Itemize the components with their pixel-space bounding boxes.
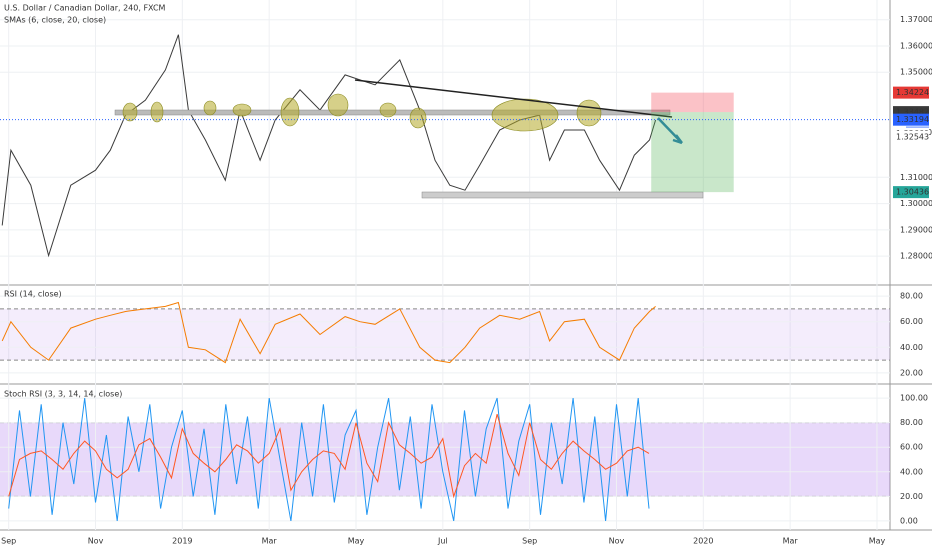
x-tick-label: Mar <box>262 537 278 546</box>
x-tick-label: Nov <box>609 537 625 546</box>
price-label-bg <box>893 130 929 143</box>
series-line <box>1 34 657 258</box>
x-tick-label: May <box>348 537 365 546</box>
indicator-title: RSI (14, close) <box>4 290 62 299</box>
x-tick-label: May <box>869 537 886 546</box>
y-tick-label: 1.29000 <box>900 225 932 234</box>
panel <box>0 295 890 374</box>
x-tick-label: 2019 <box>172 537 192 546</box>
series-line <box>8 397 650 522</box>
x-tick-label: Mar <box>783 537 799 546</box>
y-tick-label: 0.00 <box>900 516 918 525</box>
y-tick-label: 80.00 <box>900 292 923 301</box>
y-tick-label: 1.36000 <box>900 41 932 50</box>
price-label: 1.33194 <box>896 115 929 124</box>
y-tick-label: 40.00 <box>900 467 923 476</box>
price-label: 1.32543 <box>896 132 929 141</box>
y-tick-label: 1.37000 <box>900 15 932 24</box>
y-tick-label: 40.00 <box>900 343 923 352</box>
y-tick-label: 1.35000 <box>900 68 932 77</box>
y-tick-label: 80.00 <box>900 418 923 427</box>
panel <box>0 0 890 530</box>
price-label-bg <box>893 186 929 199</box>
highlight-ellipses <box>122 93 602 132</box>
y-tick-label: 20.00 <box>900 492 923 501</box>
price-label-bg <box>893 86 929 99</box>
series-line <box>8 413 650 499</box>
price-label: 1.33482 <box>896 108 929 117</box>
x-tick-label: Sep <box>522 537 537 546</box>
chart-title: U.S. Dollar / Canadian Dollar, 240, FXCM <box>4 4 166 13</box>
panel <box>0 19 890 258</box>
indicator-title: SMAs (6, close, 20, close) <box>4 16 106 25</box>
target-zone <box>651 112 734 193</box>
y-tick-label: 1.30000 <box>900 199 932 208</box>
stop-zone <box>651 92 734 113</box>
y-tick-label: 60.00 <box>900 443 923 452</box>
y-tick-label: 60.00 <box>900 317 923 326</box>
price-label: 1.30436 <box>896 188 929 197</box>
x-tick-label: Jul <box>437 537 448 546</box>
band <box>0 422 890 497</box>
band <box>0 308 890 361</box>
y-tick-label: 100.00 <box>900 394 928 403</box>
price-label: 1.34224 <box>896 88 929 97</box>
x-tick-label: 2020 <box>693 537 713 546</box>
trend-line <box>354 79 673 118</box>
price-label-bg <box>893 113 929 126</box>
indicator-title: Stoch RSI (3, 3, 14, 14, close) <box>4 390 122 399</box>
support-zone <box>421 191 704 199</box>
arrow <box>657 117 683 145</box>
series-line <box>1 301 656 364</box>
x-tick-label: Nov <box>88 537 104 546</box>
y-tick-label: 1.31000 <box>900 173 932 182</box>
y-tick-label: 20.00 <box>900 368 923 377</box>
x-tick-label: Sep <box>1 537 16 546</box>
y-tick-label: 1.28000 <box>900 252 932 261</box>
